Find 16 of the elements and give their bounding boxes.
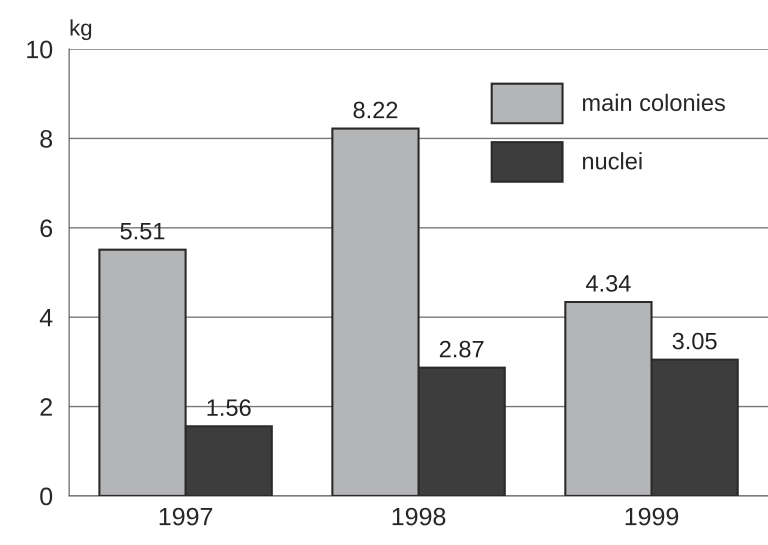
x-tick-label: 1997 [160, 508, 212, 526]
data-label: 8.22 [354, 102, 398, 118]
y-tick-label: 6 [40, 219, 52, 238]
data-label: 4.34 [586, 275, 631, 292]
y-tick-label: 10 [27, 40, 52, 58]
data-label: 2.87 [440, 340, 484, 358]
y-tick-label: 4 [40, 309, 52, 326]
legend-label: main colonies [582, 94, 725, 112]
legend-label: nuclei [582, 152, 642, 170]
x-tick-label: 1999 [626, 508, 678, 526]
data-label: 3.05 [672, 332, 717, 350]
y-tick-label: 8 [40, 130, 52, 148]
y-tick-label: 2 [40, 398, 52, 416]
y-axis-title: kg [70, 19, 92, 40]
y-tick-label: 0 [40, 488, 52, 506]
x-tick-label: 1998 [392, 508, 446, 526]
